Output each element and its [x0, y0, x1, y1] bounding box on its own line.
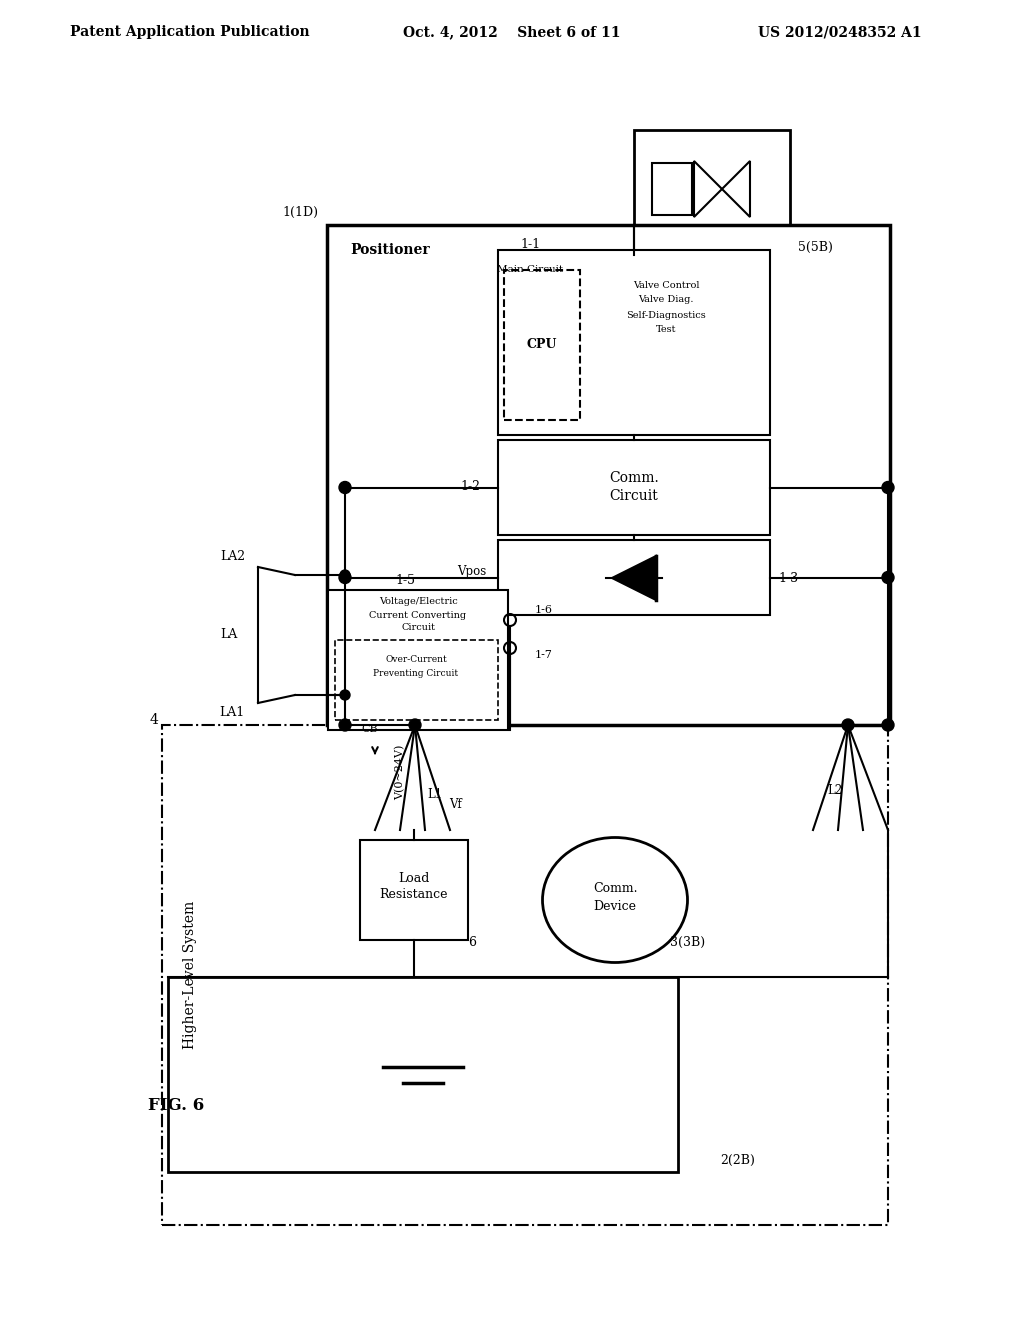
Text: Patent Application Publication: Patent Application Publication: [71, 25, 310, 40]
Text: Preventing Circuit: Preventing Circuit: [374, 668, 459, 677]
Polygon shape: [612, 556, 656, 601]
Text: LA1: LA1: [220, 706, 245, 719]
Bar: [634, 129, 790, 255]
Text: Self-Diagnostics: Self-Diagnostics: [626, 310, 706, 319]
Text: Load: Load: [398, 871, 430, 884]
Circle shape: [882, 719, 894, 731]
Text: Oct. 4, 2012    Sheet 6 of 11: Oct. 4, 2012 Sheet 6 of 11: [403, 25, 621, 40]
Text: CPU: CPU: [526, 338, 557, 351]
Circle shape: [409, 719, 421, 731]
Text: Device: Device: [594, 900, 637, 913]
Circle shape: [882, 482, 894, 494]
Text: Circuit: Circuit: [401, 623, 435, 632]
Text: Resistance: Resistance: [380, 888, 449, 902]
Text: 6: 6: [468, 936, 476, 949]
Bar: [328, 590, 508, 730]
Text: 1-2: 1-2: [460, 480, 480, 494]
Text: Vpos: Vpos: [457, 565, 486, 578]
Text: Current Converting: Current Converting: [370, 610, 467, 619]
Text: 1-6: 1-6: [535, 605, 553, 615]
Bar: [498, 540, 770, 615]
Text: Vf: Vf: [449, 799, 462, 812]
Text: Valve Diag.: Valve Diag.: [638, 296, 693, 305]
Text: LA2: LA2: [220, 550, 245, 564]
Text: 5(5B): 5(5B): [798, 240, 833, 253]
Circle shape: [339, 482, 351, 494]
Text: Comm.: Comm.: [609, 471, 658, 484]
Text: L1: L1: [427, 788, 442, 801]
Text: US 2012/0248352 A1: US 2012/0248352 A1: [758, 25, 922, 40]
Text: Over-Current: Over-Current: [385, 656, 446, 664]
Bar: [504, 271, 580, 420]
Bar: [652, 162, 692, 215]
Text: Higher-Level System: Higher-Level System: [183, 900, 197, 1049]
Circle shape: [842, 719, 854, 731]
Text: Voltage/Electric: Voltage/Electric: [379, 598, 458, 606]
Bar: [327, 224, 890, 725]
Text: Circuit: Circuit: [609, 488, 658, 503]
Bar: [360, 840, 468, 940]
Text: 1-3: 1-3: [778, 572, 798, 585]
Ellipse shape: [543, 837, 687, 962]
Polygon shape: [694, 161, 722, 216]
Text: 1-1: 1-1: [520, 239, 540, 252]
Text: Main Circuit: Main Circuit: [497, 265, 563, 275]
Circle shape: [339, 572, 351, 583]
Text: V(0~24V): V(0~24V): [395, 744, 406, 800]
Text: FIG. 6: FIG. 6: [148, 1097, 204, 1114]
Text: Valve Control: Valve Control: [633, 281, 699, 289]
Bar: [168, 977, 678, 1172]
Bar: [162, 725, 888, 1225]
Circle shape: [340, 570, 350, 579]
Circle shape: [340, 690, 350, 700]
Text: L2: L2: [827, 784, 843, 796]
Text: 4: 4: [150, 713, 158, 727]
Text: 1-5: 1-5: [395, 573, 415, 586]
Text: Comm.: Comm.: [593, 882, 637, 895]
Text: LA: LA: [221, 628, 238, 642]
Polygon shape: [722, 161, 750, 216]
Circle shape: [882, 572, 894, 583]
Text: 3(3B): 3(3B): [670, 936, 706, 949]
Bar: [498, 440, 770, 535]
Bar: [498, 249, 770, 436]
Text: 1(1D): 1(1D): [282, 206, 318, 219]
Bar: [335, 640, 498, 719]
Text: CB: CB: [361, 723, 378, 734]
Text: Positioner: Positioner: [350, 243, 430, 257]
Text: 2(2B): 2(2B): [720, 1154, 755, 1167]
Text: 1-7: 1-7: [535, 649, 553, 660]
Circle shape: [339, 719, 351, 731]
Text: Test: Test: [655, 326, 676, 334]
